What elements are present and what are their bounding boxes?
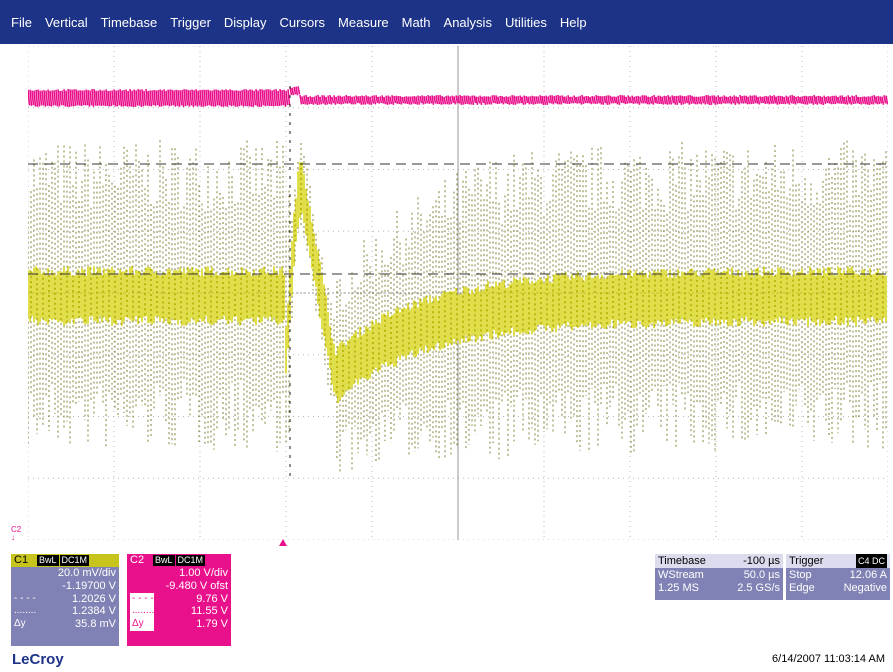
channel-2-header: C2 BwL DC1M xyxy=(127,554,231,567)
channel-2-panel[interactable]: C2 BwL DC1M 1.00 V/div -9.480 V ofst - -… xyxy=(127,554,231,646)
c1-cursor1-value: 1.2026 V xyxy=(71,592,116,605)
menu-cursors[interactable]: Cursors xyxy=(279,14,326,30)
coupling-tag: DC1M xyxy=(175,555,206,566)
cursor1-symbol: - - - - xyxy=(14,592,36,604)
lecroy-logo: LeCroy xyxy=(12,651,64,668)
trigger-position-marker xyxy=(279,539,287,546)
channel-1-panel[interactable]: C1 BwL DC1M 20.0 mV/div -1.19700 V - - -… xyxy=(11,554,119,646)
cursor2-symbol: ........ xyxy=(130,605,155,619)
menu-file[interactable]: File xyxy=(11,14,32,30)
timebase-delay: -100 µs xyxy=(743,555,780,567)
menu-bar: File Vertical Timebase Trigger Display Cursor… xyxy=(0,0,893,44)
trigger-state: Stop xyxy=(789,568,812,581)
delta-label: Δy xyxy=(130,618,154,631)
c1-offset: -1.19700 V xyxy=(62,579,116,592)
cursor1-symbol: - - - - xyxy=(130,592,154,606)
timebase-samples: 1.25 MS xyxy=(658,582,699,594)
trigger-title: Trigger xyxy=(789,555,824,567)
menu-display[interactable]: Display xyxy=(223,14,267,30)
channel-1-header: C1 BwL DC1M xyxy=(11,554,119,567)
trigger-source: C4 DC xyxy=(855,554,887,568)
coupling-tag: DC1M xyxy=(59,555,90,566)
timebase-panel[interactable]: Timebase -100 µs WStream 50.0 µs 1.25 MS 2.… xyxy=(655,554,783,600)
bandwidth-limit-tag: BwL xyxy=(153,555,175,566)
menu-help[interactable]: Help xyxy=(559,14,587,30)
menu-math[interactable]: Math xyxy=(401,14,431,30)
c1-cursor2-value: 1.2384 V xyxy=(71,605,116,618)
c2-trace xyxy=(28,86,888,108)
trigger-slope: Negative xyxy=(843,582,887,594)
trigger-level: 12.06 A xyxy=(849,568,887,581)
timebase-tdiv: 50.0 µs xyxy=(743,568,780,581)
timestamp: 6/14/2007 11:03:14 AM xyxy=(772,653,885,665)
menu-measure[interactable]: Measure xyxy=(338,14,389,30)
trigger-panel[interactable]: Trigger C4 DC Stop 12.06 A Edge Negative xyxy=(786,554,890,600)
menu-utilities[interactable]: Utilities xyxy=(504,14,547,30)
channel-2-label: C2 xyxy=(130,554,145,567)
channel-1-label: C1 xyxy=(14,554,29,567)
bandwidth-limit-tag: BwL xyxy=(37,555,59,566)
c2-cursor1-value: 9.76 V xyxy=(196,592,228,605)
waveform-display[interactable] xyxy=(28,46,888,540)
timebase-title: Timebase xyxy=(658,555,706,567)
c2-ground-marker: C2 ↓ xyxy=(11,525,22,542)
delta-label: Δy xyxy=(14,618,26,630)
menu-trigger[interactable]: Trigger xyxy=(170,14,211,30)
menu-vertical[interactable]: Vertical xyxy=(44,14,88,30)
c2-cursor2-value: 11.55 V xyxy=(190,605,228,618)
c1-delta-value: 35.8 mV xyxy=(75,618,116,631)
c2-offset: -9.480 V ofst xyxy=(165,579,228,592)
cursor2-symbol: ........ xyxy=(14,605,37,617)
c2-delta-value: 1.79 V xyxy=(196,618,228,631)
c2-volts-per-div: 1.00 V/div xyxy=(179,567,228,579)
menu-analysis[interactable]: Analysis xyxy=(443,14,492,30)
menu-timebase[interactable]: Timebase xyxy=(100,14,158,30)
trigger-type: Edge xyxy=(789,582,815,594)
c1-volts-per-div: 20.0 mV/div xyxy=(57,567,116,579)
timebase-mode: WStream xyxy=(658,568,704,581)
timebase-rate: 2.5 GS/s xyxy=(737,582,780,594)
c1-trace xyxy=(28,161,887,404)
